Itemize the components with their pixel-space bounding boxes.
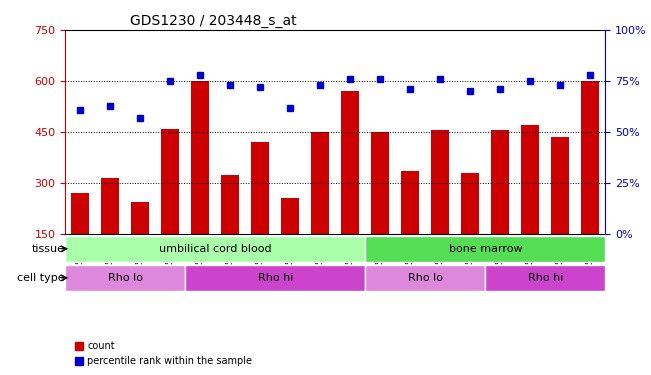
Text: Rho hi: Rho hi [528, 273, 563, 283]
Bar [221, 175, 239, 234]
Bar [161, 129, 179, 234]
FancyBboxPatch shape [365, 236, 605, 262]
Text: GDS1230 / 203448_s_at: GDS1230 / 203448_s_at [130, 13, 297, 28]
Bar [71, 194, 89, 234]
Text: tissue: tissue [32, 244, 65, 254]
Text: cell type: cell type [18, 273, 65, 283]
Bar [341, 91, 359, 234]
Bar [311, 132, 329, 234]
Bar [492, 130, 509, 234]
Bar [251, 142, 270, 234]
Bar [432, 130, 449, 234]
Bar [101, 178, 119, 234]
FancyBboxPatch shape [486, 265, 605, 291]
FancyBboxPatch shape [65, 236, 365, 262]
Text: Rho lo: Rho lo [408, 273, 443, 283]
FancyBboxPatch shape [185, 265, 365, 291]
FancyBboxPatch shape [365, 265, 486, 291]
Text: Rho hi: Rho hi [258, 273, 293, 283]
Bar [462, 173, 479, 234]
Text: Rho lo: Rho lo [107, 273, 143, 283]
Bar [521, 125, 540, 234]
Bar [131, 202, 149, 234]
Bar [371, 132, 389, 234]
Text: bone marrow: bone marrow [449, 244, 522, 254]
FancyBboxPatch shape [65, 265, 185, 291]
Bar [551, 137, 570, 234]
Legend: count, percentile rank within the sample: count, percentile rank within the sample [70, 338, 256, 370]
Bar [281, 198, 299, 234]
Bar [191, 81, 209, 234]
Bar [401, 171, 419, 234]
Bar [581, 81, 600, 234]
Text: umbilical cord blood: umbilical cord blood [159, 244, 271, 254]
